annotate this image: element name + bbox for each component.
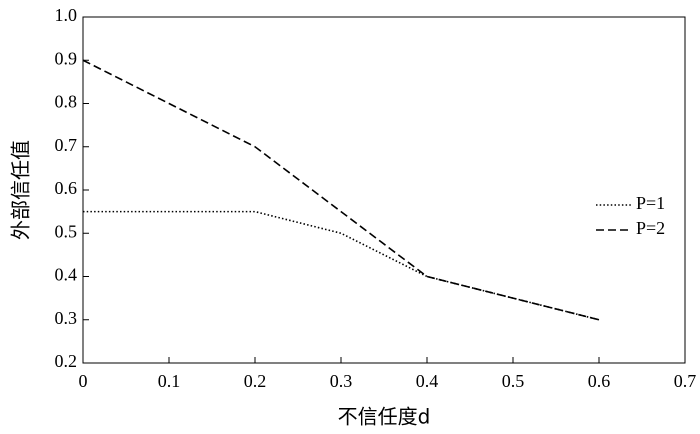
x-tick-label: 0.3 — [330, 371, 353, 391]
x-tick-label: 0.5 — [502, 371, 525, 391]
y-tick-label: 0.4 — [55, 265, 78, 285]
legend-label: P=1 — [636, 193, 665, 213]
x-tick-label: 0.4 — [416, 371, 439, 391]
y-tick-label: 0.3 — [55, 308, 78, 328]
y-tick-label: 0.5 — [55, 221, 78, 241]
y-axis-label: 外部信任值 — [9, 140, 33, 240]
x-tick-label: 0.1 — [158, 371, 181, 391]
x-tick-label: 0 — [79, 371, 88, 391]
x-axis-label: 不信任度d — [338, 405, 431, 429]
legend-label: P=2 — [636, 218, 665, 238]
plot-frame — [82, 16, 686, 364]
y-tick-label: 1.0 — [55, 5, 78, 25]
y-tick-label: 0.8 — [55, 92, 78, 112]
series-line — [82, 59, 600, 321]
y-tick-label: 0.2 — [55, 351, 78, 371]
x-tick-label: 0.6 — [588, 371, 611, 391]
series-line — [83, 210, 600, 321]
y-tick-label: 0.6 — [55, 178, 78, 198]
y-tick-label: 0.7 — [55, 135, 78, 155]
x-tick-label: 0.7 — [674, 371, 697, 391]
x-tick-label: 0.2 — [244, 371, 267, 391]
y-tick-label: 0.9 — [55, 48, 78, 68]
